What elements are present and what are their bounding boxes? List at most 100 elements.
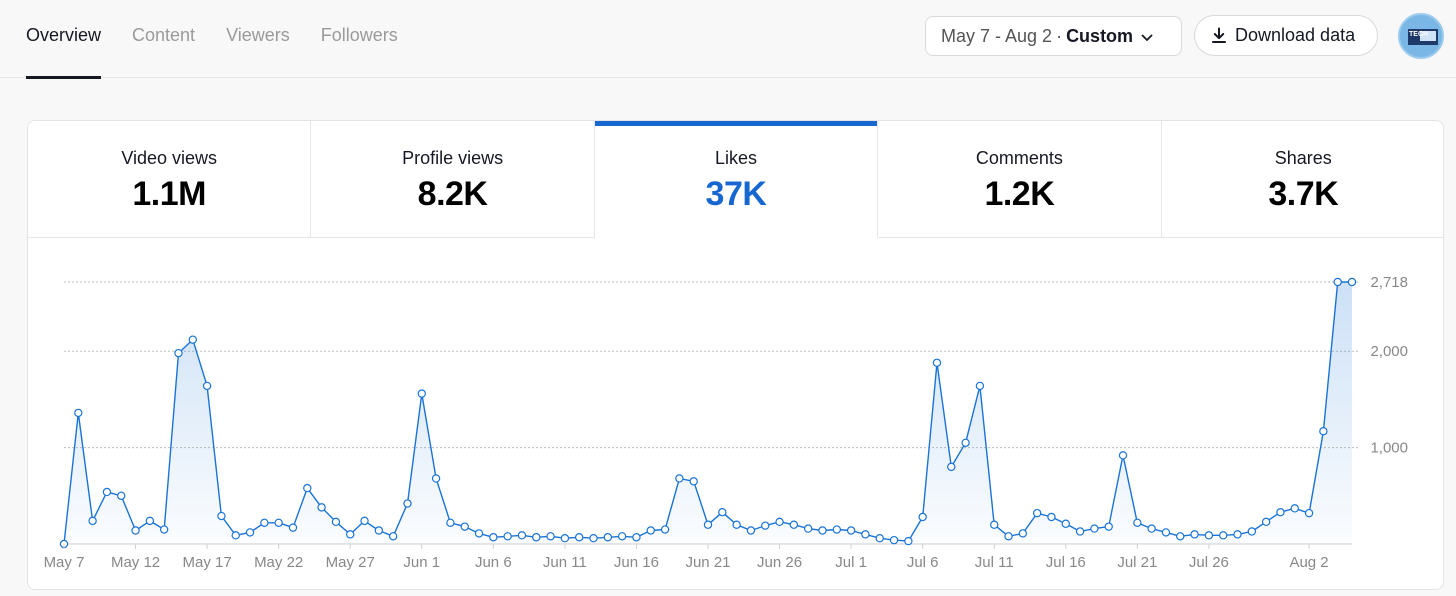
- data-point: [1304, 508, 1314, 518]
- data-point: [1176, 532, 1185, 541]
- x-tick-label: May 27: [326, 554, 375, 571]
- data-point: [990, 520, 999, 529]
- data-point: [1190, 530, 1199, 539]
- data-point: [317, 503, 326, 512]
- data-point: [431, 474, 441, 483]
- x-tick-label: May 7: [44, 554, 85, 571]
- data-point: [1118, 451, 1128, 460]
- data-point: [746, 526, 756, 535]
- data-point: [1218, 531, 1228, 540]
- data-point: [975, 381, 985, 391]
- data-point: [288, 523, 298, 532]
- data-point: [1333, 277, 1342, 287]
- data-point: [217, 511, 226, 521]
- data-point: [1133, 518, 1142, 527]
- metric-video-views[interactable]: Video views 1.1M: [28, 121, 312, 238]
- data-point: [260, 518, 269, 527]
- data-point: [1032, 508, 1042, 518]
- data-point: [1075, 527, 1085, 536]
- data-point: [718, 507, 727, 517]
- data-point: [932, 358, 942, 367]
- x-tick-label: Jun 1: [403, 554, 440, 571]
- tab-followers[interactable]: Followers: [320, 25, 398, 45]
- data-point: [961, 438, 970, 447]
- y-tick-label: 2,718: [1370, 274, 1408, 291]
- metric-tabs: Video views 1.1M Profile views 8.2K Like…: [28, 121, 1443, 238]
- data-point: [503, 532, 512, 541]
- metric-profile-views[interactable]: Profile views 8.2K: [311, 121, 595, 238]
- data-point: [1090, 524, 1099, 533]
- date-range-dropdown[interactable]: May 7 - Aug 2 · Custom: [925, 16, 1182, 56]
- date-range-mode: Custom: [1066, 25, 1134, 46]
- metric-value: 1.1M: [132, 175, 206, 213]
- data-point: [889, 535, 899, 545]
- avatar-logo-text: TECH: [1409, 31, 1428, 38]
- metric-likes[interactable]: Likes 37K: [594, 121, 879, 238]
- data-point: [460, 522, 469, 531]
- x-tick-label: Jul 16: [1046, 554, 1086, 571]
- data-point: [532, 533, 541, 542]
- avatar[interactable]: TECH: [1398, 13, 1444, 59]
- likes-chart-svg: 1,000 2,000 2,718 May 7 May 12 May 17 May 22 Ma…: [44, 274, 1408, 571]
- avatar-logo-icon: TECH: [1408, 29, 1438, 45]
- metric-comments[interactable]: Comments 1.2K: [878, 121, 1162, 238]
- metric-value: 8.2K: [417, 175, 488, 213]
- date-range-text: May 7 - Aug 2: [941, 25, 1053, 46]
- tab-viewers[interactable]: Viewers: [226, 25, 290, 45]
- data-point: [660, 525, 670, 534]
- tab-overview[interactable]: Overview: [26, 0, 102, 79]
- data-point: [689, 477, 698, 486]
- metric-label: Likes: [714, 148, 757, 168]
- x-tick-label: Jun 21: [685, 554, 730, 571]
- data-point: [1061, 519, 1070, 528]
- data-point: [517, 531, 527, 540]
- x-tick-label: Jun 26: [757, 554, 802, 571]
- top-bar: Overview Content Viewers Followers May 7…: [0, 0, 1456, 79]
- data-point: [145, 516, 155, 526]
- data-point: [117, 491, 126, 501]
- metric-shares[interactable]: Shares 3.7K: [1161, 121, 1443, 238]
- data-point: [875, 534, 884, 543]
- data-point: [1204, 531, 1214, 540]
- download-data-button[interactable]: Download data: [1194, 15, 1378, 56]
- data-point: [1276, 507, 1285, 517]
- data-point: [202, 381, 212, 391]
- x-tick-label: Jul 21: [1117, 554, 1157, 571]
- x-tick-label: Jul 1: [835, 554, 867, 571]
- data-point: [74, 408, 83, 418]
- data-point: [775, 517, 784, 527]
- metric-label: Video views: [121, 148, 218, 168]
- likes-chart: 1,000 2,000 2,718 May 7 May 12 May 17 May 22 Ma…: [28, 238, 1443, 589]
- data-point: [1290, 504, 1299, 513]
- data-point: [274, 518, 283, 527]
- data-point: [102, 487, 112, 497]
- data-point: [1047, 512, 1056, 522]
- data-point: [617, 532, 627, 541]
- data-point: [446, 518, 455, 527]
- metric-value: 1.2K: [984, 175, 1055, 213]
- data-point: [575, 533, 584, 542]
- data-point: [675, 474, 684, 483]
- data-point: [231, 531, 240, 540]
- data-point: [904, 536, 913, 546]
- data-point: [832, 525, 842, 534]
- data-point: [918, 512, 927, 522]
- data-point: [761, 521, 770, 530]
- tab-bar: Overview Content Viewers Followers: [26, 0, 429, 79]
- x-tick-label: Jun 11: [543, 554, 587, 571]
- series-line: [63, 281, 1352, 545]
- metric-label: Shares: [1274, 148, 1332, 168]
- data-point: [474, 529, 484, 538]
- metric-value: 37K: [705, 175, 767, 213]
- data-point: [1104, 522, 1113, 531]
- date-range-separator: ·: [1056, 25, 1063, 46]
- data-point: [388, 532, 398, 541]
- data-point: [131, 526, 140, 535]
- data-point: [174, 348, 183, 358]
- tab-content[interactable]: Content: [132, 25, 196, 45]
- x-tick-label: May 17: [183, 554, 232, 571]
- data-point: [803, 524, 813, 533]
- data-point: [732, 520, 741, 529]
- metric-label: Profile views: [402, 148, 504, 168]
- metric-value: 3.7K: [1268, 175, 1339, 213]
